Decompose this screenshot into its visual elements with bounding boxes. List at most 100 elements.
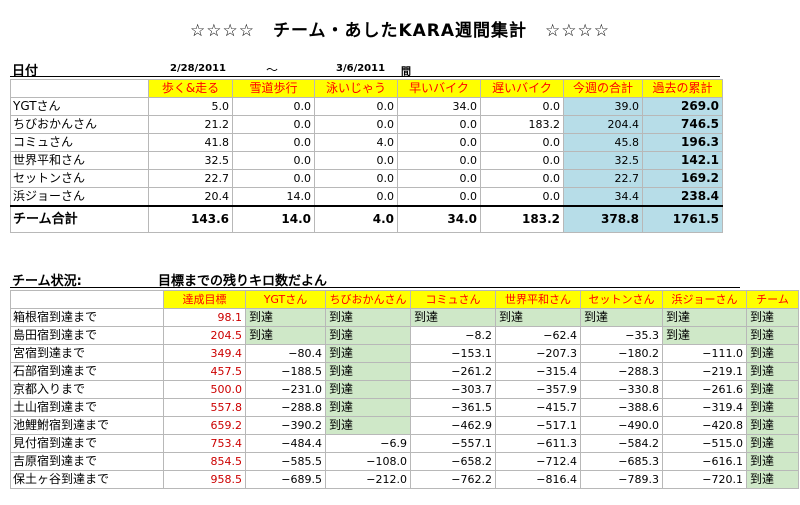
reached-cell: 到達 <box>746 308 799 327</box>
weekly-value-cell: 32.5 <box>148 151 233 170</box>
team-total-cell: 34.0 <box>397 205 481 233</box>
weekly-value-cell: 169.2 <box>642 169 723 188</box>
remaining-km-cell: −111.0 <box>662 344 747 363</box>
status-row: 吉原宿到達まで 854.5 −585.5 −108.0 −658.2 −712.4 −685… <box>10 452 799 471</box>
remaining-km-cell: −720.1 <box>662 470 747 489</box>
weekly-value-cell: 32.5 <box>563 151 643 170</box>
remaining-km-cell: −361.5 <box>410 398 496 417</box>
weekly-value-cell: 0.0 <box>397 115 481 134</box>
weekly-value-cell: 0.0 <box>314 169 398 188</box>
remaining-km-cell: −490.0 <box>580 416 663 435</box>
member-name: YGTさん <box>10 97 149 116</box>
weekly-row: セットンさん 22.7 0.0 0.0 0.0 0.0 22.7 169.2 <box>10 169 723 188</box>
milestone-name: 島田宿到達まで <box>10 326 164 345</box>
milestone-name: 池鯉鮒宿到達まで <box>10 416 164 435</box>
weekly-value-cell: 39.0 <box>563 97 643 116</box>
remaining-km-cell: −415.7 <box>495 398 581 417</box>
weekly-value-cell: 0.0 <box>232 115 315 134</box>
remaining-km-cell: −303.7 <box>410 380 496 399</box>
remaining-km-cell: −689.5 <box>245 470 326 489</box>
reached-cell: 到達 <box>746 416 799 435</box>
status-column-header: チーム <box>746 290 799 309</box>
status-column-header: YGTさん <box>245 290 326 309</box>
remaining-km-cell: −319.4 <box>662 398 747 417</box>
reached-cell: 到達 <box>746 362 799 381</box>
weekly-row: 世界平和さん 32.5 0.0 0.0 0.0 0.0 32.5 142.1 <box>10 151 723 170</box>
weekly-column-header: 遅いバイク <box>480 79 564 98</box>
status-label: チーム状況: <box>12 274 82 289</box>
status-table: 達成目標 YGTさん ちびおかんさん コミュさん 世界平和さん セットンさん 浜ジョーさんチ… <box>10 290 799 489</box>
team-total-cell: 143.6 <box>148 205 233 233</box>
status-row: 見付宿到達まで 753.4 −484.4 −6.9 −557.1 −611.3 −584.2… <box>10 434 799 453</box>
remaining-km-cell: −315.4 <box>495 362 581 381</box>
weekly-value-cell: 0.0 <box>397 133 481 152</box>
remaining-km-cell: −658.2 <box>410 452 496 471</box>
goal-km: 557.8 <box>163 398 246 417</box>
corner-cell <box>10 79 149 98</box>
remaining-km-cell: −288.3 <box>580 362 663 381</box>
weekly-value-cell: 0.0 <box>480 169 564 188</box>
reached-cell: 到達 <box>325 344 411 363</box>
status-header-row: 達成目標 YGTさん ちびおかんさん コミュさん 世界平和さん セットンさん 浜ジョーさんチ… <box>10 290 799 309</box>
weekly-summary-table: 歩く&走る 雪道歩行 泳いじゃう 早いバイク 遅いバイク 今週の合計 過去の累計 YGTさん 5… <box>10 79 723 233</box>
milestone-name: 見付宿到達まで <box>10 434 164 453</box>
status-column-header: セットンさん <box>580 290 663 309</box>
weekly-value-cell: 0.0 <box>314 187 398 207</box>
remaining-km-cell: −420.8 <box>662 416 747 435</box>
member-name: ちびおかんさん <box>10 115 149 134</box>
status-column-header: コミュさん <box>410 290 496 309</box>
reached-cell: 到達 <box>746 398 799 417</box>
remaining-km-cell: −8.2 <box>410 326 496 345</box>
remaining-km-cell: −585.5 <box>245 452 326 471</box>
milestone-name: 箱根宿到達まで <box>10 308 164 327</box>
date-from: 2/28/2011 <box>170 63 227 74</box>
weekly-value-cell: 0.0 <box>232 151 315 170</box>
weekly-value-cell: 0.0 <box>480 187 564 207</box>
reached-cell: 到達 <box>746 326 799 345</box>
status-column-header: 世界平和さん <box>495 290 581 309</box>
status-column-header: ちびおかんさん <box>325 290 411 309</box>
reached-cell: 到達 <box>325 380 411 399</box>
milestone-name: 吉原宿到達まで <box>10 452 164 471</box>
reached-cell: 到達 <box>245 326 326 345</box>
reached-cell: 到達 <box>325 416 411 435</box>
weekly-value-cell: 22.7 <box>148 169 233 188</box>
member-name: セットンさん <box>10 169 149 188</box>
weekly-value-cell: 746.5 <box>642 115 723 134</box>
milestone-name: 石部宿到達まで <box>10 362 164 381</box>
team-total-cell: 4.0 <box>314 205 398 233</box>
remaining-km-cell: −153.1 <box>410 344 496 363</box>
weekly-value-cell: 0.0 <box>314 97 398 116</box>
weekly-value-cell: 0.0 <box>232 97 315 116</box>
weekly-value-cell: 0.0 <box>314 115 398 134</box>
status-row: 宮宿到達まで 349.4 −80.4 到達 −153.1 −207.3 −180.2 −111… <box>10 344 799 363</box>
remaining-km-cell: −816.4 <box>495 470 581 489</box>
weekly-value-cell: 269.0 <box>642 97 723 116</box>
status-row: 島田宿到達まで 204.5 到達 到達 −8.2 −62.4 −35.3 到達 到達 <box>10 326 799 345</box>
member-name: 浜ジョーさん <box>10 187 149 207</box>
date-range-row: 日付 2/28/2011 ～ 3/6/2011 間 <box>10 60 720 79</box>
remaining-km-cell: −789.3 <box>580 470 663 489</box>
team-total-cell: 183.2 <box>480 205 564 233</box>
weekly-header-row: 歩く&走る 雪道歩行 泳いじゃう 早いバイク 遅いバイク 今週の合計 過去の累計 <box>10 79 723 98</box>
status-row: 箱根宿到達まで 98.1 到達 到達 到達 到達 到達 到達 到達 <box>10 308 799 327</box>
weekly-column-header: 過去の累計 <box>642 79 723 98</box>
remaining-km-cell: −330.8 <box>580 380 663 399</box>
weekly-row: コミュさん 41.8 0.0 4.0 0.0 0.0 45.8 196.3 <box>10 133 723 152</box>
weekly-value-cell: 0.0 <box>480 97 564 116</box>
team-total-cell: 1761.5 <box>642 205 723 233</box>
reached-cell: 到達 <box>746 434 799 453</box>
reached-cell: 到達 <box>410 308 496 327</box>
status-row: 保土ヶ谷到達まで 958.5 −689.5 −212.0 −762.2 −816.4 −78… <box>10 470 799 489</box>
status-header: チーム状況: 目標までの残りキロ数だよん <box>10 270 740 289</box>
weekly-value-cell: 5.0 <box>148 97 233 116</box>
remaining-km-cell: −584.2 <box>580 434 663 453</box>
reached-cell: 到達 <box>325 326 411 345</box>
weekly-value-cell: 183.2 <box>480 115 564 134</box>
status-row: 石部宿到達まで 457.5 −188.5 到達 −261.2 −315.4 −288.3 −2… <box>10 362 799 381</box>
status-row: 京都入りまで 500.0 −231.0 到達 −303.7 −357.9 −330.8 −26… <box>10 380 799 399</box>
remaining-km-cell: −261.6 <box>662 380 747 399</box>
remaining-km-cell: −80.4 <box>245 344 326 363</box>
goal-km: 659.2 <box>163 416 246 435</box>
remaining-km-cell: −62.4 <box>495 326 581 345</box>
